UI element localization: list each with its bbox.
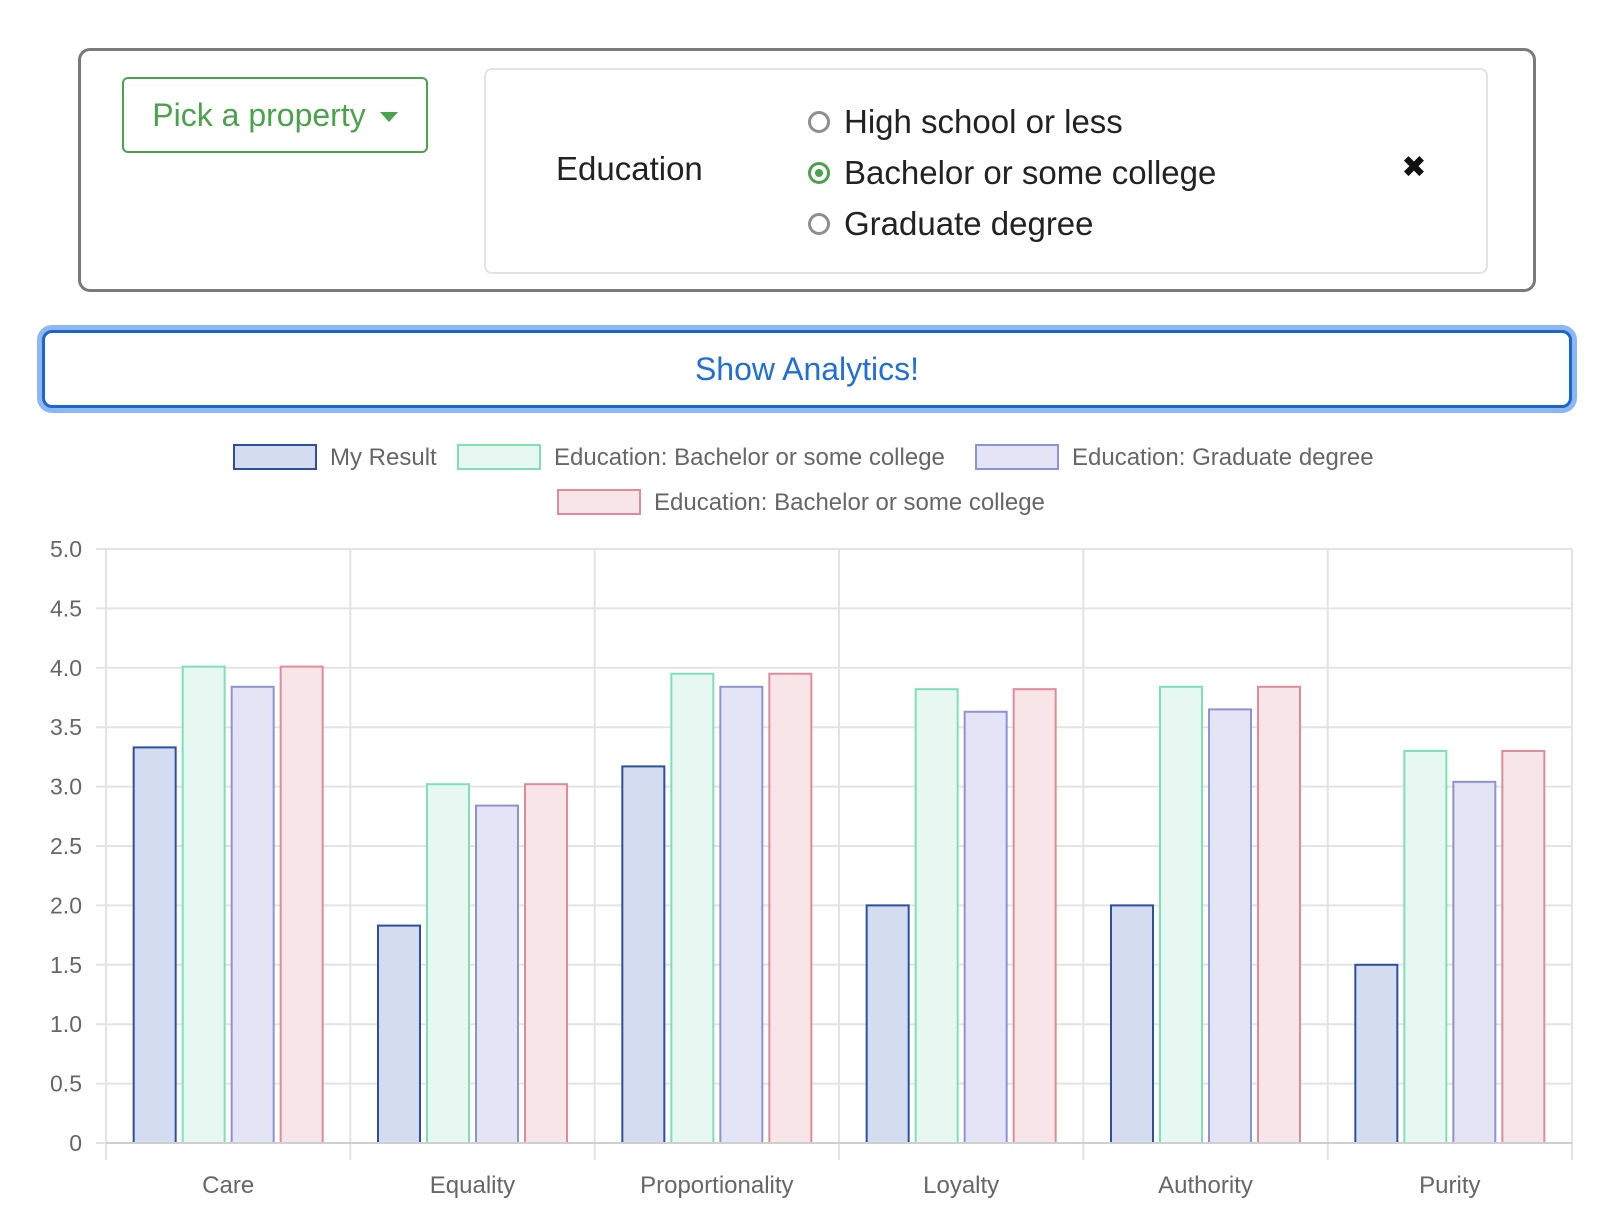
pick-property-label: Pick a property <box>152 96 366 133</box>
show-analytics-button[interactable]: Show Analytics! <box>42 330 1572 408</box>
property-panel <box>484 68 1488 274</box>
chart-bar <box>426 783 470 1144</box>
chart-bar <box>230 685 275 1144</box>
pick-property-button[interactable]: Pick a property <box>122 77 428 153</box>
chart-bar <box>768 672 813 1145</box>
y-tick-label: 1.5 <box>50 952 82 978</box>
y-tick-label: 4.0 <box>50 655 82 681</box>
radio-option-label: Bachelor or some college <box>844 153 1217 191</box>
x-category-label: Loyalty <box>923 1172 999 1199</box>
y-tick-label: 3.5 <box>50 714 82 740</box>
caret-down-icon <box>379 112 398 122</box>
chart-bar <box>621 765 666 1144</box>
chart-bar <box>1159 685 1203 1144</box>
remove-property-button[interactable]: ✖ <box>1401 150 1427 185</box>
radio-option-graduate[interactable]: Graduate degree <box>808 198 1216 249</box>
y-tick-label: 3.0 <box>50 774 82 800</box>
analytics-bar-chart: My Result Education: Bachelor or some col… <box>50 444 1573 1199</box>
y-tick-label: 1.0 <box>50 1011 82 1037</box>
chart-bar <box>1354 963 1399 1144</box>
y-tick-label: 5.0 <box>50 536 82 562</box>
y-tick-label: 4.5 <box>50 595 82 621</box>
radio-unchecked-icon[interactable] <box>808 212 830 235</box>
chart-bar <box>1403 749 1448 1144</box>
x-category-label: Purity <box>1419 1172 1480 1199</box>
chart-bar <box>914 688 959 1144</box>
radio-option-label: Graduate degree <box>844 204 1094 242</box>
y-tick-label: 0.5 <box>50 1071 82 1097</box>
radio-option-label: High school or less <box>844 102 1123 140</box>
chart-bar <box>719 685 764 1144</box>
education-radio-group: High school or less Bachelor or some col… <box>808 96 1216 249</box>
chart-bar <box>377 924 421 1145</box>
chart-bar <box>1501 749 1546 1144</box>
legend-label: Education: Bachelor or some college <box>654 489 1045 516</box>
chart-bar <box>1110 904 1154 1144</box>
property-name: Education <box>556 150 703 187</box>
legend-swatch <box>557 489 641 515</box>
radio-option-bachelor[interactable]: Bachelor or some college <box>808 147 1216 198</box>
y-tick-label: 2.5 <box>50 833 82 859</box>
legend-swatch <box>233 444 317 470</box>
y-tick-label: 0 <box>69 1130 82 1156</box>
x-category-label: Equality <box>430 1172 515 1199</box>
chart-bar <box>524 783 568 1144</box>
radio-checked-icon[interactable] <box>808 161 830 184</box>
chart-bar <box>181 665 226 1144</box>
legend-swatch <box>975 444 1059 470</box>
chart-bar <box>963 710 1008 1144</box>
y-tick-label: 2.0 <box>50 892 82 918</box>
chart-bar <box>475 804 519 1144</box>
chart-bar <box>1012 688 1057 1144</box>
x-category-label: Authority <box>1158 1172 1253 1199</box>
chart-bar <box>1208 708 1252 1144</box>
radio-option-high-school[interactable]: High school or less <box>808 96 1216 147</box>
chart-bar <box>279 665 324 1144</box>
chart-bar <box>1452 780 1497 1144</box>
chart-bar <box>670 672 715 1145</box>
chart-bar <box>132 746 177 1144</box>
x-category-label: Care <box>202 1172 254 1199</box>
legend-swatch <box>457 444 541 470</box>
legend-label: My Result <box>330 444 437 471</box>
chart-bar <box>865 904 910 1144</box>
legend-label: Education: Graduate degree <box>1072 444 1374 471</box>
show-analytics-label: Show Analytics! <box>694 350 920 387</box>
x-category-label: Proportionality <box>640 1172 793 1199</box>
chart-bar <box>1257 685 1301 1144</box>
radio-unchecked-icon[interactable] <box>808 110 830 133</box>
legend-label: Education: Bachelor or some college <box>554 444 945 471</box>
